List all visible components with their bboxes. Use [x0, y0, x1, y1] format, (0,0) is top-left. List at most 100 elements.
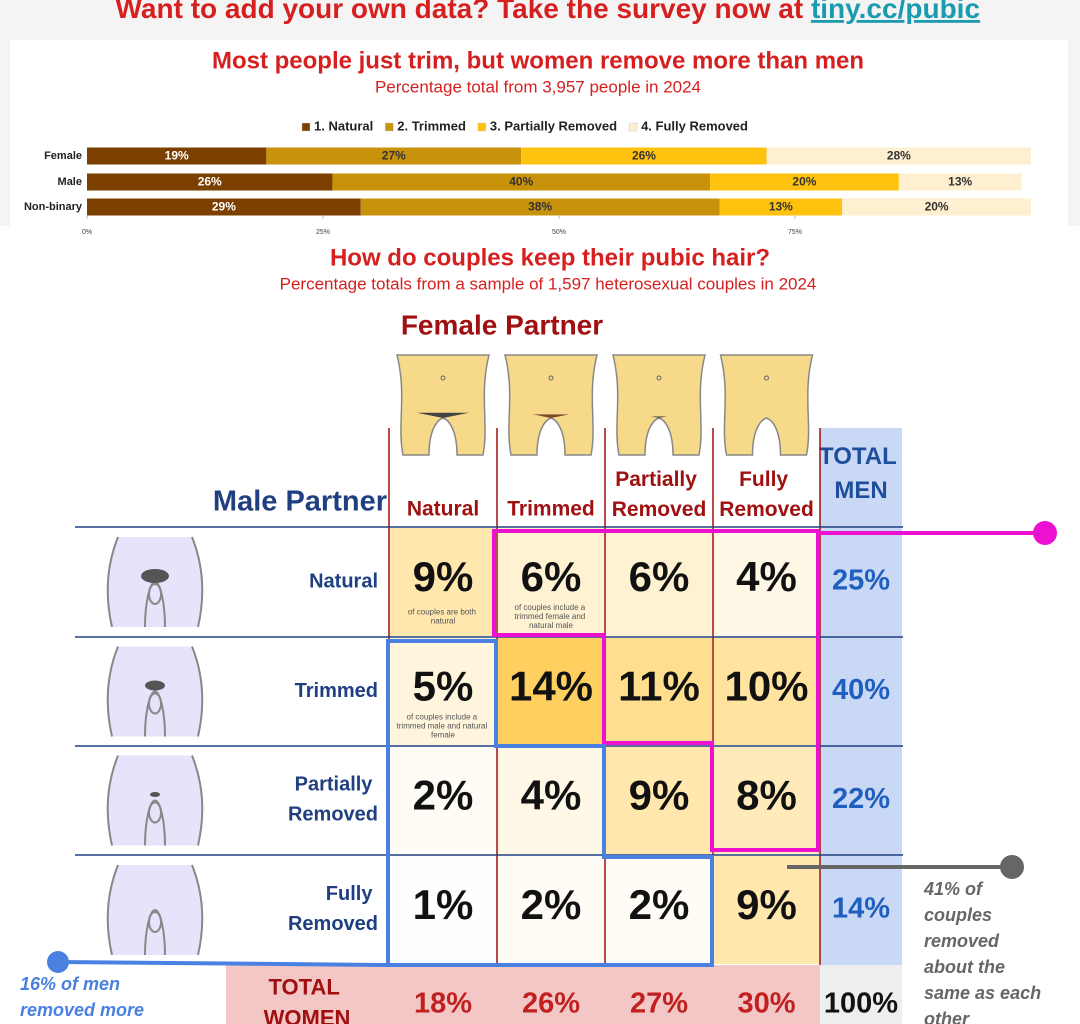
- x-category-label: Fully Removed: [719, 468, 814, 521]
- chart-title: Most people just trim, but women remove …: [212, 47, 864, 74]
- col-total: 18%: [414, 988, 472, 1020]
- totals-bg: [820, 965, 902, 1024]
- data-label: 38%: [528, 200, 552, 214]
- bar-segment: [360, 198, 720, 216]
- heatmap-cell: [390, 856, 496, 964]
- row-totals-title: TOTAL MEN: [819, 443, 903, 504]
- bar-segment: [87, 173, 333, 191]
- heatmap-cell: [390, 528, 496, 636]
- legend-label: 2. Trimmed: [397, 118, 466, 133]
- panel-bg: [10, 40, 1068, 226]
- cell-value: 9%: [413, 553, 474, 600]
- heatmap-cell: [390, 747, 496, 854]
- cell-value: 6%: [629, 553, 690, 600]
- navel: [656, 375, 662, 381]
- data-label: 13%: [948, 175, 972, 189]
- y-tick-label: Female: [44, 150, 82, 162]
- legend-label: 3. Partially Removed: [490, 118, 617, 133]
- x-category-label: Trimmed: [507, 498, 595, 521]
- navel: [440, 375, 446, 381]
- col-total: 30%: [737, 988, 795, 1020]
- bar-segment: [766, 147, 1031, 165]
- bar-segment: [332, 173, 711, 191]
- heatmap-cell: [714, 638, 819, 745]
- col-total: 26%: [522, 988, 580, 1020]
- heatmap-cell: [606, 747, 712, 854]
- torso: [504, 354, 598, 456]
- cell-value: 2%: [521, 881, 582, 928]
- annotation: 41% of couples removed about the same as…: [923, 879, 1046, 1024]
- banner-text: Want to add your own data? Take the surv…: [116, 0, 811, 24]
- male-illustration: [106, 536, 204, 628]
- cell-value: 11%: [618, 663, 700, 710]
- data-label: 20%: [925, 200, 949, 214]
- legend-swatch: [477, 122, 487, 132]
- genitals: [148, 801, 162, 824]
- totals-bg: [226, 965, 820, 1024]
- heatmap-cell: [498, 528, 604, 636]
- cell-value: 9%: [736, 881, 797, 928]
- heatmap-cell: [390, 638, 496, 745]
- genitals: [148, 583, 162, 605]
- heatmap-cell: [498, 747, 604, 854]
- legend-swatch: [385, 122, 394, 132]
- heatmap-cell: [606, 528, 712, 636]
- annotation: 16% of men removed more: [20, 974, 144, 1020]
- legend-label: 1. Natural: [314, 118, 373, 133]
- row-total: 14%: [832, 893, 890, 925]
- bar-segment: [87, 147, 267, 165]
- outline: [106, 755, 204, 846]
- male-illustration: [106, 864, 204, 956]
- legs: [144, 908, 166, 956]
- chart-subtitle: Percentage total from 3,957 people in 20…: [375, 77, 701, 96]
- bar-segment: [898, 173, 1022, 191]
- col-totals-title: TOTAL WOMEN: [264, 974, 351, 1024]
- heatmap-cell: [498, 856, 604, 964]
- x-tick-label: 25%: [316, 229, 330, 236]
- row-total: 40%: [832, 674, 890, 706]
- legend-swatch: [301, 122, 311, 132]
- y-tick-label: Non-binary: [24, 201, 83, 213]
- highlight-men: [386, 639, 714, 967]
- bar-segment: [521, 147, 767, 165]
- data-label: 13%: [769, 200, 793, 214]
- data-label: 20%: [792, 175, 816, 189]
- hair: [145, 680, 165, 691]
- navel: [548, 375, 554, 381]
- data-label: 29%: [212, 200, 236, 214]
- torso: [396, 354, 490, 456]
- highlight-same: [492, 529, 820, 852]
- cell-value: 8%: [736, 772, 797, 819]
- cell-note: of couples include a trimmed female and …: [515, 603, 588, 630]
- pointer-dot: [47, 951, 69, 973]
- torso: [719, 354, 814, 456]
- cell-value: 10%: [724, 663, 808, 710]
- outline: [106, 864, 204, 956]
- cell-value: 4%: [736, 553, 797, 600]
- cell-value: 2%: [629, 881, 690, 928]
- x-tick-label: 50%: [552, 229, 566, 236]
- female-illustration: [719, 354, 814, 456]
- totals-bg: [820, 428, 902, 965]
- y-category-label: Fully Removed: [288, 883, 378, 935]
- cell-value: 9%: [629, 772, 690, 819]
- data-label: 19%: [165, 149, 189, 163]
- pointer: [57, 960, 389, 967]
- y-tick-label: Male: [58, 176, 82, 188]
- cell-value: 14%: [509, 663, 593, 710]
- bar-segment: [719, 198, 843, 216]
- row-total: 25%: [832, 565, 890, 597]
- hair: [417, 412, 469, 418]
- genitals: [148, 692, 162, 715]
- outline: [106, 536, 204, 628]
- y-category-label: Trimmed: [295, 680, 378, 702]
- x-category-label: Natural: [407, 498, 479, 521]
- bar-segment: [87, 198, 361, 216]
- legs: [144, 690, 166, 737]
- data-label: 26%: [632, 149, 656, 163]
- col-total: 27%: [630, 988, 688, 1020]
- survey-link[interactable]: tiny.cc/pubic: [811, 0, 980, 24]
- pointer-dot: [1033, 521, 1057, 545]
- y-category-label: Partially Removed: [288, 774, 378, 826]
